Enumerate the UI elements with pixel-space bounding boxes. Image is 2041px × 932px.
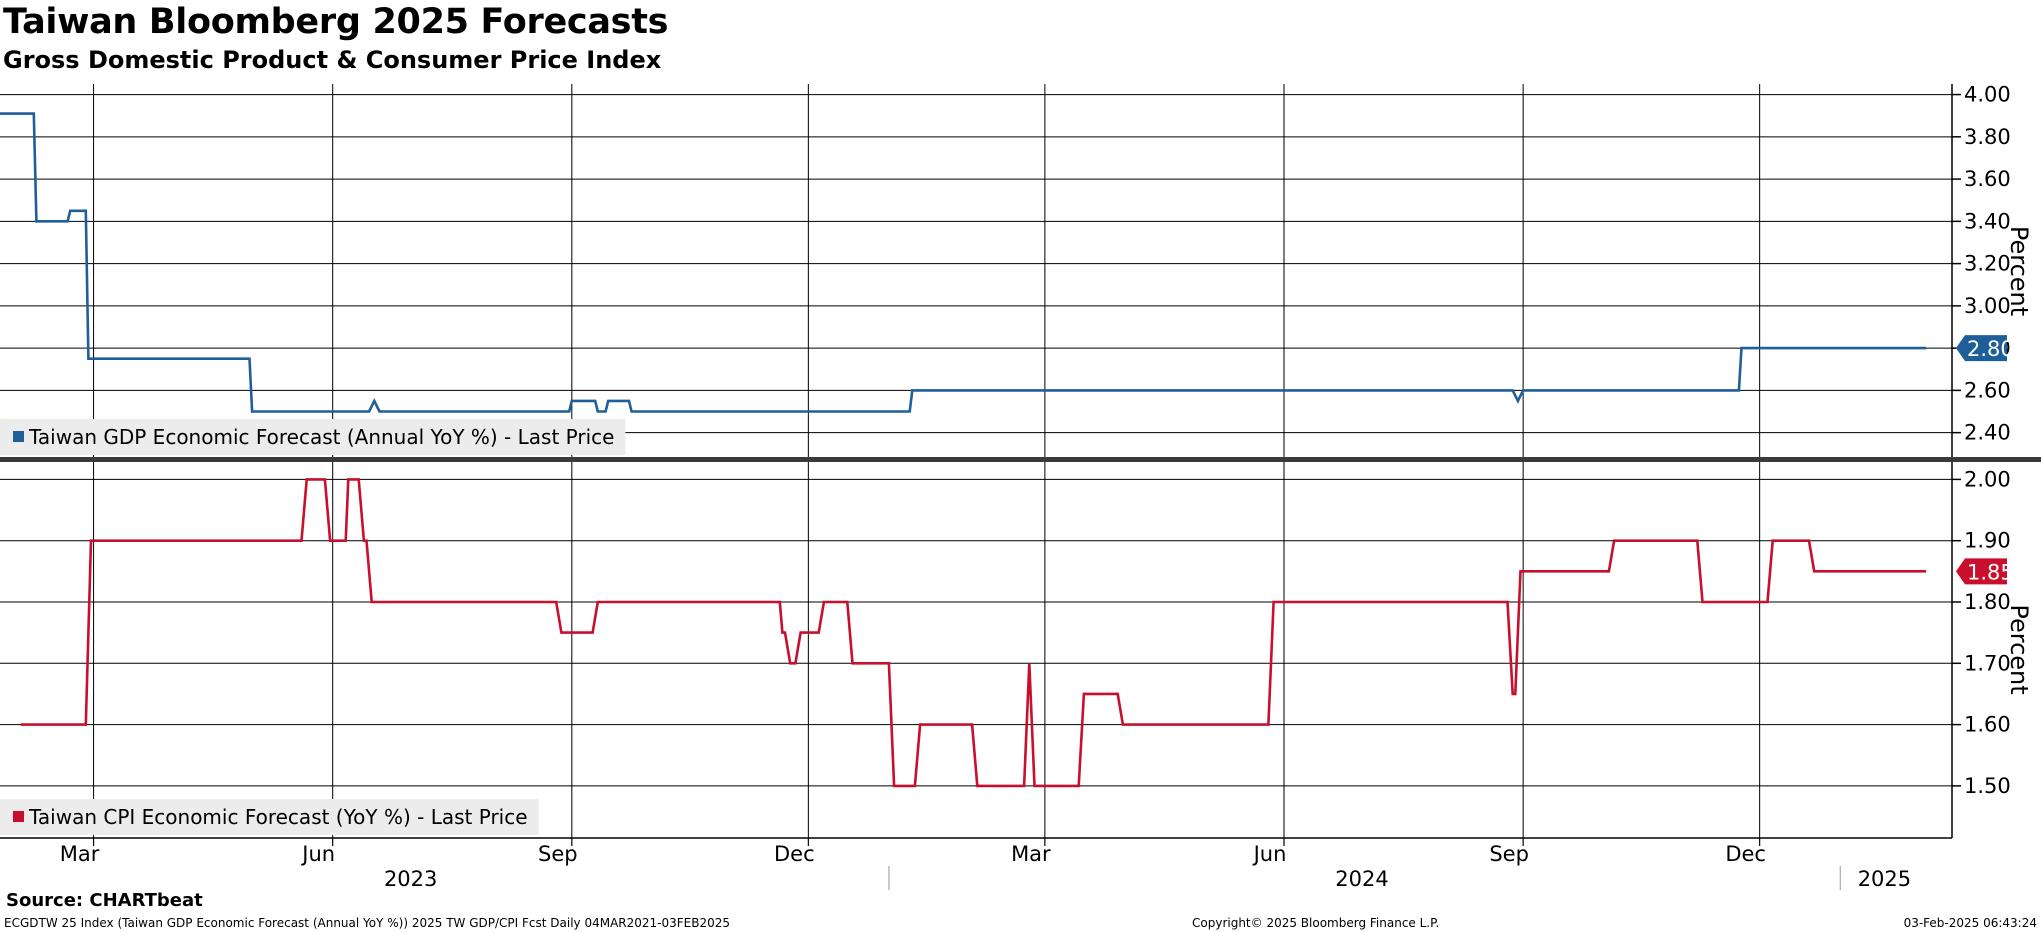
cpi-ytick-label: 1.70 bbox=[1964, 651, 2011, 675]
cpi-legend-background bbox=[0, 799, 539, 835]
cpi-ytick-label: 2.00 bbox=[1964, 467, 2011, 491]
panel-divider bbox=[0, 457, 2041, 462]
gdp-ytick-label: 3.80 bbox=[1964, 125, 2011, 149]
gdp-legend-pad bbox=[0, 419, 10, 455]
gdp-ytick-label: 3.00 bbox=[1964, 294, 2011, 318]
cpi-ytick-label: 1.90 bbox=[1964, 529, 2011, 553]
cpi-ytick-label: 1.80 bbox=[1964, 590, 2011, 614]
x-month-label: Jun bbox=[1252, 842, 1287, 866]
x-month-label: Mar bbox=[60, 842, 100, 866]
gdp-legend: Taiwan GDP Economic Forecast (Annual YoY… bbox=[0, 419, 626, 455]
cpi-panel: 1.50 1.60 1.70 1.80 1.90 2.00 Percent 1.85 Taiwa… bbox=[0, 461, 2033, 838]
gdp-legend-swatch bbox=[13, 431, 24, 442]
gdp-panel: 2.40 2.60 2.80 3.00 3.20 3.40 3.60 3.80 4.00 Perc… bbox=[0, 83, 2033, 458]
x-month-label: Mar bbox=[1011, 842, 1051, 866]
x-year-label: 2023 bbox=[384, 867, 437, 891]
x-month-label: Dec bbox=[1725, 842, 1766, 866]
gdp-series-line bbox=[0, 112, 1926, 413]
gdp-legend-background bbox=[0, 419, 626, 455]
copyright-note: Copyright© 2025 Bloomberg Finance L.P. bbox=[1192, 916, 1440, 930]
gdp-legend-label: Taiwan GDP Economic Forecast (Annual YoY… bbox=[28, 425, 614, 449]
gdp-ytick-label: 3.20 bbox=[1964, 252, 2011, 276]
cpi-legend-pad bbox=[0, 799, 10, 835]
x-axis: Mar Jun Sep Dec Mar Jun Sep Dec 2023 2024 2025 bbox=[0, 837, 1952, 891]
gdp-ytick-label: 3.40 bbox=[1964, 209, 2011, 233]
ticker-description: ECGDTW 25 Index (Taiwan GDP Economic For… bbox=[4, 916, 731, 930]
x-year-label: 2025 bbox=[1858, 867, 1911, 891]
x-month-label: Sep bbox=[538, 842, 578, 866]
x-year-label: 2024 bbox=[1335, 867, 1388, 891]
gdp-ytick-label: 3.60 bbox=[1964, 167, 2011, 191]
x-month-label: Dec bbox=[774, 842, 815, 866]
gdp-ytick-label: 2.60 bbox=[1964, 378, 2011, 402]
cpi-legend: Taiwan CPI Economic Forecast (YoY %) - L… bbox=[0, 799, 539, 835]
cpi-legend-label: Taiwan CPI Economic Forecast (YoY %) - L… bbox=[28, 805, 528, 829]
cpi-last-value-tag bbox=[1956, 558, 2007, 585]
x-month-label: Sep bbox=[1489, 842, 1529, 866]
chart-subtitle: Gross Domestic Product & Consumer Price … bbox=[3, 46, 662, 74]
source-note: Source: CHARTbeat bbox=[6, 890, 203, 911]
x-month-label: Jun bbox=[300, 842, 335, 866]
cpi-last-value-label: 1.85 bbox=[1967, 560, 2014, 584]
cpi-series-line bbox=[20, 478, 1926, 788]
cpi-ytick-label: 1.50 bbox=[1964, 774, 2011, 798]
gdp-y-axis-label: Percent bbox=[2005, 226, 2033, 316]
cpi-legend-swatch bbox=[13, 811, 24, 822]
gdp-ytick-label: 2.40 bbox=[1964, 421, 2011, 445]
gdp-last-value-label: 2.80 bbox=[1967, 337, 2014, 361]
timestamp: 03-Feb-2025 06:43:24 bbox=[1903, 916, 2037, 930]
chart-title: Taiwan Bloomberg 2025 Forecasts bbox=[3, 2, 669, 42]
gdp-ytick-label: 4.00 bbox=[1964, 83, 2011, 107]
cpi-y-axis-label: Percent bbox=[2005, 604, 2033, 694]
cpi-ytick-label: 1.60 bbox=[1964, 713, 2011, 737]
gdp-last-value-tag bbox=[1956, 335, 2007, 362]
